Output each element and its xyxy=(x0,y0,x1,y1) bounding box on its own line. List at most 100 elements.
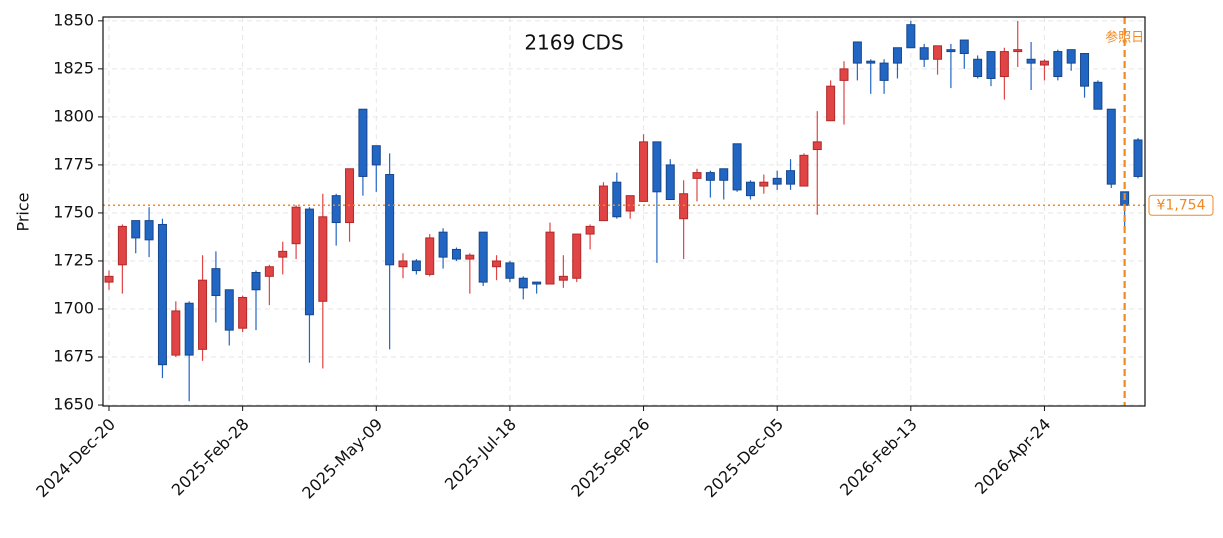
candle-body xyxy=(933,45,943,60)
candle-body xyxy=(1106,108,1116,185)
y-axis-label: Price xyxy=(14,192,33,231)
candle-body xyxy=(1053,51,1063,78)
candle-body xyxy=(451,248,461,260)
reference-date-label: 参照日 xyxy=(1105,30,1144,46)
candle-body xyxy=(799,154,809,187)
candle-body xyxy=(331,195,341,224)
candle-body xyxy=(812,141,822,151)
candle-body xyxy=(692,172,702,179)
candle-body xyxy=(224,289,234,331)
y-tick-label: 1700 xyxy=(53,298,94,317)
candle-body xyxy=(251,271,261,291)
candle-body xyxy=(786,170,796,185)
candle-body xyxy=(866,60,876,64)
candle-body xyxy=(318,216,328,302)
candle-body xyxy=(986,51,996,79)
candle-body xyxy=(585,225,595,235)
candle-body xyxy=(946,49,956,53)
x-tick-label: 2025-Jul-18 xyxy=(441,415,520,494)
candle-body xyxy=(919,47,929,60)
plot-frame xyxy=(102,16,1146,407)
candle-body xyxy=(759,181,769,187)
candle-body xyxy=(1066,49,1076,64)
candle-body xyxy=(652,141,662,193)
candle-body xyxy=(104,275,114,283)
candle-body xyxy=(304,208,314,316)
candle-body xyxy=(171,310,181,356)
candle-body xyxy=(198,279,208,350)
chart-title: 2169 CDS xyxy=(524,31,623,55)
candle-body xyxy=(772,177,782,185)
candle-body xyxy=(705,172,715,181)
candle-body xyxy=(411,260,421,272)
y-tick-label: 1750 xyxy=(53,202,94,221)
candle-body xyxy=(679,193,689,220)
candle-body xyxy=(465,254,475,260)
x-tick-label: 2024-Dec-20 xyxy=(32,415,119,502)
candle-body xyxy=(826,85,836,122)
candle-body xyxy=(892,47,902,64)
candle-body xyxy=(719,168,729,181)
candle-body xyxy=(1026,58,1036,64)
candle-body xyxy=(385,174,395,266)
y-tick-label: 1850 xyxy=(53,10,94,29)
x-tick-label: 2025-Dec-05 xyxy=(701,415,788,502)
candle-body xyxy=(398,260,408,268)
candle-body xyxy=(264,266,274,277)
reference-price-label: ¥1,754 xyxy=(1157,197,1206,213)
candle-body xyxy=(278,250,288,258)
candle-body xyxy=(558,275,568,281)
y-tick-label: 1775 xyxy=(53,154,94,173)
candle-body xyxy=(545,231,555,285)
candle-body xyxy=(852,41,862,64)
candle-body xyxy=(184,302,194,356)
candle-body xyxy=(999,51,1009,78)
candle-body xyxy=(572,233,582,279)
candle-body xyxy=(157,223,167,366)
y-tick-label: 1650 xyxy=(53,395,94,414)
candle-body xyxy=(1133,139,1143,177)
candle-body xyxy=(665,164,675,200)
candle-body xyxy=(612,181,622,218)
y-tick-label: 1800 xyxy=(53,106,94,125)
candle-body xyxy=(639,141,649,202)
candle-body xyxy=(117,225,127,266)
candle-body xyxy=(973,58,983,78)
candle-body xyxy=(959,39,969,54)
x-tick-label: 2026-Feb-13 xyxy=(836,415,921,500)
candle-body xyxy=(532,281,542,285)
candle-body xyxy=(879,62,889,81)
candle-body xyxy=(131,220,141,239)
candle-body xyxy=(425,237,435,275)
candle-body xyxy=(625,195,635,212)
candle-body xyxy=(839,68,849,81)
candle-body xyxy=(598,185,608,222)
x-tick-label: 2025-Feb-28 xyxy=(168,415,253,500)
candle-body xyxy=(732,143,742,191)
candle-body xyxy=(371,145,381,166)
candle-body xyxy=(1039,60,1049,66)
y-tick-label: 1725 xyxy=(53,250,94,269)
reference-price-box xyxy=(1148,194,1214,216)
candle-body xyxy=(1013,49,1023,53)
candle-body xyxy=(358,108,368,177)
candle-body xyxy=(144,220,154,241)
y-tick-label: 1825 xyxy=(53,58,94,77)
candle-body xyxy=(438,231,448,258)
x-tick-label: 2025-Sep-26 xyxy=(567,415,653,501)
candle-body xyxy=(238,296,248,329)
candle-body xyxy=(505,262,515,279)
candle-body xyxy=(1093,81,1103,110)
candle-body xyxy=(492,260,502,268)
candle-body xyxy=(211,268,221,297)
candle-body xyxy=(745,181,755,197)
candle-body xyxy=(906,24,916,49)
x-tick-label: 2026-Apr-24 xyxy=(971,415,1054,498)
x-tick-label: 2025-May-09 xyxy=(298,415,386,503)
candle-body xyxy=(291,206,301,245)
candle-body xyxy=(518,277,528,289)
y-tick-label: 1675 xyxy=(53,347,94,366)
candle-body xyxy=(1080,52,1090,87)
candle-body xyxy=(478,231,488,283)
